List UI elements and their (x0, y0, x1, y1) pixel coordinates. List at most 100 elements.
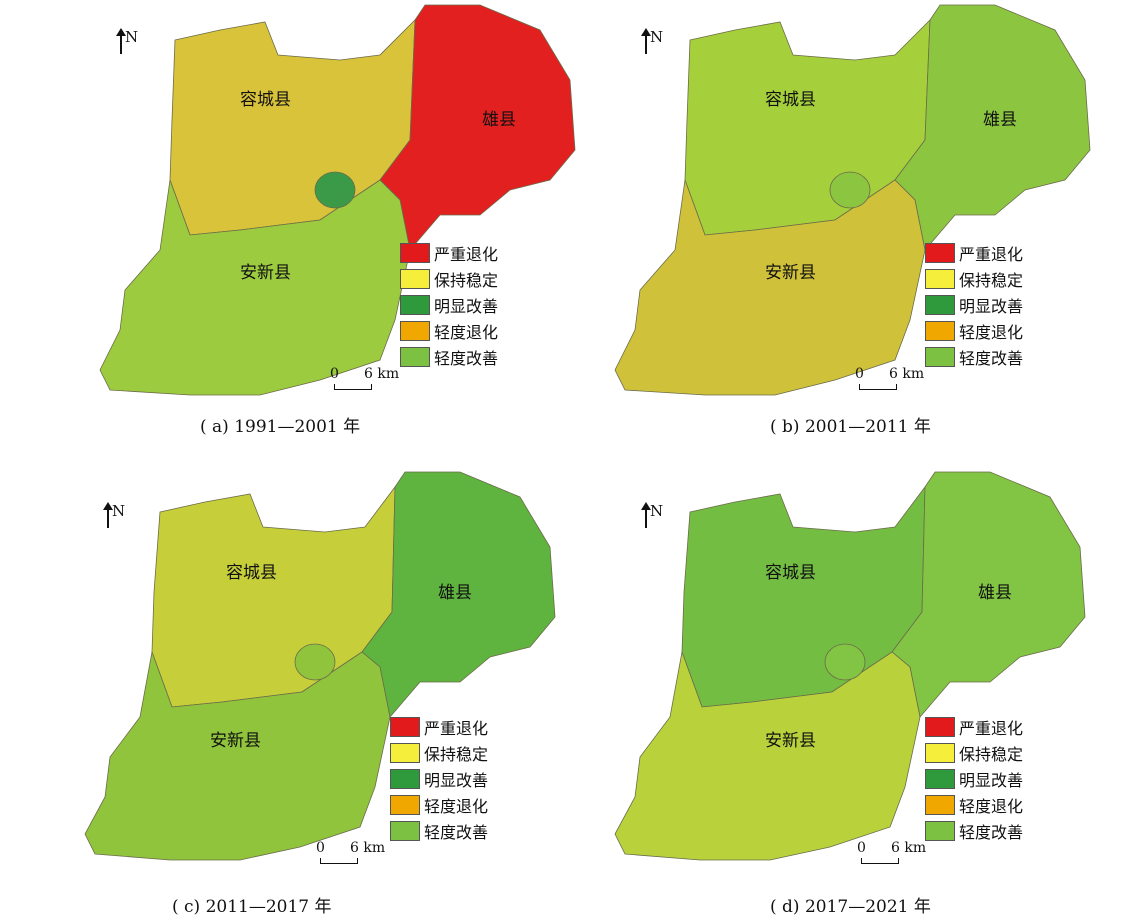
panel-caption: ( a) 1991—2001 年 (200, 417, 361, 437)
legend-label: 严重退化 (424, 719, 489, 738)
scale-distance: 6 km (350, 840, 386, 856)
legend-item: 严重退化 (400, 240, 532, 266)
lake-area (829, 171, 871, 209)
legend: 严重退化 保持稳定 明显改善 轻度退化 轻度改善 (925, 714, 1057, 844)
region-map (84, 471, 556, 861)
legend-swatch (390, 743, 420, 763)
legend-label: 轻度改善 (959, 823, 1024, 842)
county-label-xiongxian: 雄县 (983, 110, 1017, 130)
legend-item: 轻度改善 (925, 818, 1057, 844)
map-panel-c: N 容城县 雄县 安新县 严重退化 保持稳定 明显改善 轻度退化 轻度改善 0 … (80, 462, 600, 917)
legend-label: 严重退化 (959, 245, 1024, 264)
north-arrow-icon (116, 28, 126, 54)
legend-item: 轻度退化 (390, 792, 522, 818)
legend-item: 明显改善 (925, 292, 1057, 318)
county-label-xiongxian: 雄县 (978, 583, 1012, 603)
legend-swatch (400, 347, 430, 367)
legend-swatch (400, 269, 430, 289)
north-arrow-icon (103, 502, 113, 528)
legend-swatch (925, 743, 955, 763)
north-label: N (125, 28, 139, 46)
legend: 严重退化 保持稳定 明显改善 轻度退化 轻度改善 (400, 240, 532, 370)
scale-zero: 0 (330, 366, 339, 382)
legend-item: 明显改善 (400, 292, 532, 318)
county-label-anxin: 安新县 (765, 731, 816, 751)
legend-swatch (925, 769, 955, 789)
legend-label: 保持稳定 (959, 745, 1024, 764)
legend-swatch (400, 295, 430, 315)
legend-item: 保持稳定 (400, 266, 532, 292)
legend-item: 严重退化 (390, 714, 522, 740)
north-label: N (650, 28, 664, 46)
scale-zero: 0 (857, 840, 866, 856)
legend-label: 明显改善 (424, 771, 489, 790)
scale-distance: 6 km (364, 366, 400, 382)
legend-swatch (925, 243, 955, 263)
map-region-south (614, 650, 921, 861)
legend-label: 轻度退化 (959, 323, 1024, 342)
legend-swatch (925, 269, 955, 289)
legend-item: 保持稳定 (390, 740, 522, 766)
legend-label: 轻度退化 (434, 323, 499, 342)
legend-item: 严重退化 (925, 714, 1057, 740)
north-label: N (650, 502, 664, 520)
legend-label: 轻度退化 (959, 797, 1024, 816)
region-map (614, 4, 1091, 396)
legend-label: 明显改善 (959, 771, 1024, 790)
legend-item: 轻度退化 (925, 792, 1057, 818)
legend-item: 轻度改善 (400, 344, 532, 370)
map-region-south (614, 179, 926, 396)
county-label-anxin: 安新县 (210, 731, 261, 751)
scale-distance: 6 km (889, 366, 925, 382)
legend-swatch (400, 243, 430, 263)
county-label-rongcheng: 容城县 (765, 90, 816, 110)
legend-label: 保持稳定 (424, 745, 489, 764)
legend-label: 保持稳定 (434, 271, 499, 290)
scale-bar-line (859, 384, 897, 390)
legend-swatch (925, 295, 955, 315)
legend-item: 明显改善 (925, 766, 1057, 792)
north-label: N (112, 502, 126, 520)
legend-item: 轻度改善 (390, 818, 522, 844)
legend-swatch (390, 769, 420, 789)
legend-swatch (390, 717, 420, 737)
legend-label: 严重退化 (434, 245, 499, 264)
legend-swatch (390, 821, 420, 841)
legend-label: 轻度改善 (959, 349, 1024, 368)
legend-label: 轻度退化 (424, 797, 489, 816)
legend-item: 保持稳定 (925, 266, 1057, 292)
region-map (99, 4, 576, 396)
scale-bar-line (334, 384, 372, 390)
legend-item: 明显改善 (390, 766, 522, 792)
north-arrow-icon (641, 502, 651, 528)
legend-swatch (390, 795, 420, 815)
county-label-anxin: 安新县 (765, 263, 816, 283)
north-arrow-icon (641, 28, 651, 54)
legend-label: 明显改善 (959, 297, 1024, 316)
map-panel-b: N 容城县 雄县 安新县 严重退化 保持稳定 明显改善 轻度退化 轻度改善 0 … (605, 0, 1125, 440)
region-map (614, 471, 1086, 861)
scale-distance: 6 km (891, 840, 927, 856)
legend-item: 轻度改善 (925, 344, 1057, 370)
legend: 严重退化 保持稳定 明显改善 轻度退化 轻度改善 (925, 240, 1057, 370)
legend: 严重退化 保持稳定 明显改善 轻度退化 轻度改善 (390, 714, 522, 844)
legend-item: 轻度退化 (400, 318, 532, 344)
legend-label: 轻度改善 (434, 349, 499, 368)
scale-bar-line (320, 858, 358, 864)
panel-caption: ( c) 2011—2017 年 (172, 897, 332, 917)
scale-zero: 0 (855, 366, 864, 382)
legend-item: 保持稳定 (925, 740, 1057, 766)
county-label-rongcheng: 容城县 (226, 563, 277, 583)
legend-label: 严重退化 (959, 719, 1024, 738)
legend-label: 轻度改善 (424, 823, 489, 842)
lake-area (314, 171, 356, 209)
county-label-rongcheng: 容城县 (240, 90, 291, 110)
legend-label: 明显改善 (434, 297, 499, 316)
map-panel-a: N 容城县 雄县 安新县 严重退化 保持稳定 明显改善 轻度退化 轻度改善 0 … (80, 0, 600, 440)
legend-swatch (925, 821, 955, 841)
legend-swatch (925, 321, 955, 341)
scale-zero: 0 (316, 840, 325, 856)
lake-area (824, 643, 866, 681)
county-label-xiongxian: 雄县 (482, 110, 516, 130)
legend-swatch (925, 717, 955, 737)
